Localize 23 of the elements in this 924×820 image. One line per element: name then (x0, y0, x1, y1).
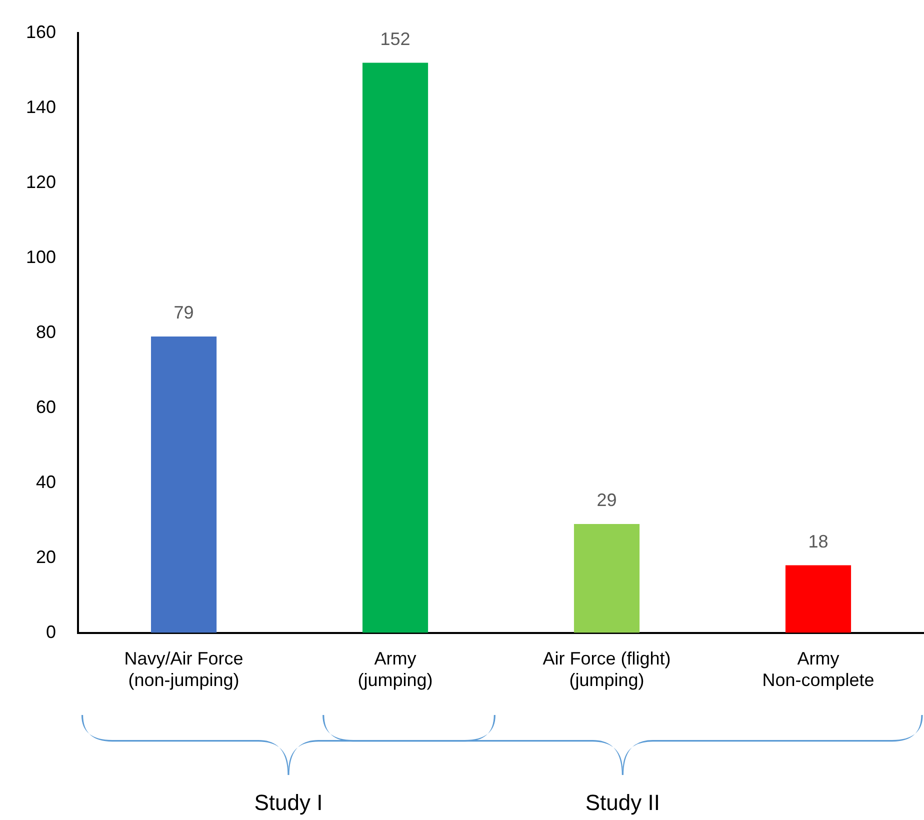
y-tick-label: 160 (26, 22, 56, 42)
x-tick-label: Navy/Air Force (non-jumping) (124, 648, 244, 690)
x-tick-label: Air Force (flight) (jumping) (542, 648, 671, 690)
text: Study II (585, 790, 660, 816)
y-tick-label: 80 (36, 322, 56, 342)
bar (362, 62, 428, 633)
bar (150, 336, 217, 633)
y-tick-label: 140 (26, 96, 56, 117)
y-tick-label: 40 (36, 472, 56, 492)
data-label: 152 (380, 28, 410, 49)
y-tick-label: 20 (36, 546, 56, 567)
data-label: 79 (174, 302, 194, 323)
data-label: 29 (596, 490, 617, 510)
y-tick-label: 0 (46, 622, 56, 642)
x-tick-label: Army Non-complete (762, 648, 874, 690)
y-tick-label: 120 (26, 172, 56, 192)
x-tick-label: Army (jumping) (358, 648, 433, 690)
y-tick-label: 60 (36, 396, 56, 417)
y-tick-label: 100 (26, 246, 56, 267)
data-label: 18 (808, 531, 828, 552)
bar (785, 565, 852, 633)
text: Study I (254, 790, 323, 816)
bar (574, 524, 640, 633)
